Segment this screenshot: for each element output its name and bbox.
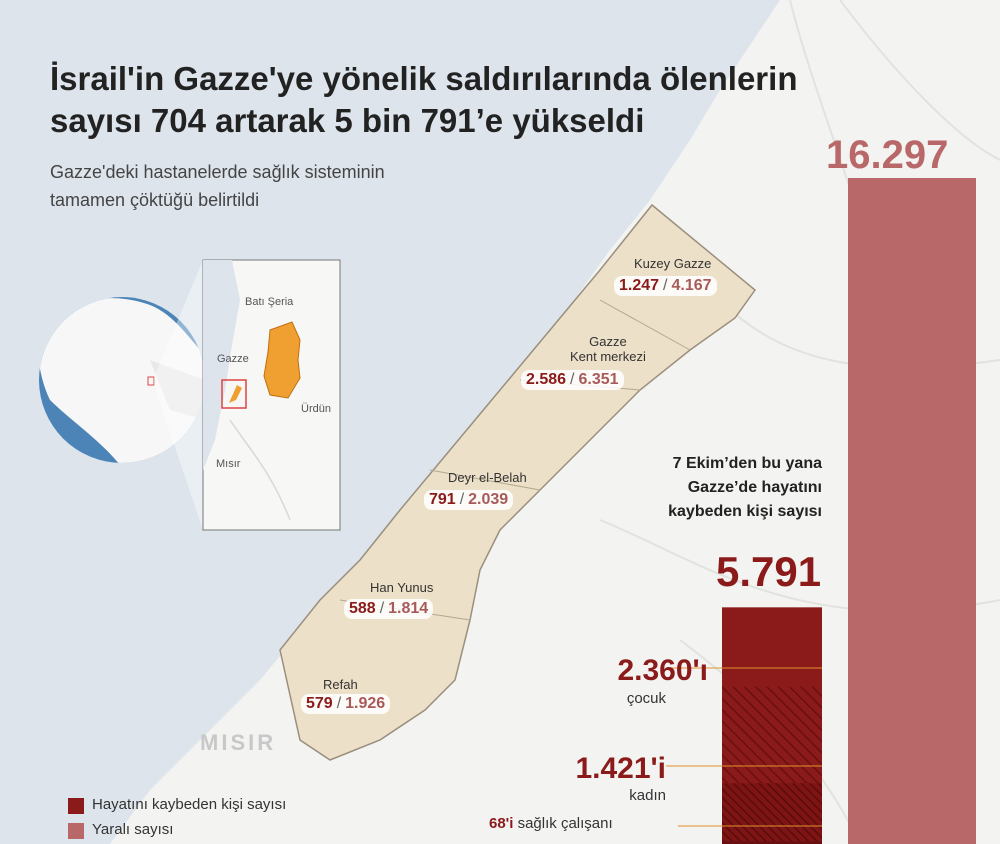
- title-line-2: sayısı 704 artarak 5 bin 791’e yükseldi: [50, 102, 645, 139]
- page-subtitle: Gazze'deki hastanelerde sağlık sistemini…: [50, 158, 385, 214]
- chart-bars: [666, 178, 976, 844]
- children-count: 2.360'ı: [617, 654, 708, 687]
- gaza-strip: [279, 203, 757, 761]
- subtitle-line-1: Gazze'deki hastanelerde sağlık sistemini…: [50, 162, 385, 182]
- region-label-refah: Refah: [323, 677, 358, 692]
- deaths-value: 791: [429, 491, 456, 508]
- health-workers: 68'i sağlık çalışanı: [489, 815, 613, 832]
- legend-swatch-injured: [68, 823, 84, 839]
- health-workers-count: 68'i: [489, 815, 514, 832]
- health-workers-label: sağlık çalışanı: [517, 815, 613, 832]
- women-count: 1.421'i: [575, 752, 666, 785]
- region-label-han-yunus: Han Yunus: [370, 580, 434, 595]
- bar-segment-health-workers: [722, 841, 822, 844]
- injured-total-value: 16.297: [826, 133, 949, 177]
- women-label: kadın: [629, 787, 666, 804]
- deaths-value: 1.247: [619, 277, 660, 294]
- gaza-mini-shape: [229, 385, 242, 403]
- bar-segment-children: [722, 686, 822, 784]
- region-label-gazze-kent: Gazze Kent merkezi: [570, 334, 646, 364]
- label-gaza-inset: Gazze: [217, 353, 249, 365]
- title-line-1: İsrail'in Gazze'ye yönelik saldırılarınd…: [50, 60, 798, 97]
- region-values-kuzey-gazze: 1.247/4.167: [614, 276, 717, 296]
- legend-label-deaths: Hayatını kaybeden kişi sayısı: [92, 796, 287, 813]
- label-egypt-inset: Mısır: [216, 458, 241, 470]
- injured-value: 4.167: [671, 277, 712, 294]
- children-label: çocuk: [626, 690, 666, 707]
- region-values-gazze-kent: 2.586/6.351: [521, 370, 624, 390]
- label-west-bank: Batı Şeria: [245, 296, 294, 308]
- deaths-value: 588: [349, 600, 376, 617]
- legend-swatch-deaths: [68, 798, 84, 814]
- inset-connector: [154, 260, 203, 530]
- injured-value: 1.926: [345, 695, 386, 712]
- injured-value: 6.351: [578, 371, 619, 388]
- label-egypt-main: MISIR: [200, 730, 277, 755]
- west-bank-shape: [263, 321, 301, 399]
- bar-segment-women: [722, 783, 822, 842]
- inset-map: [202, 259, 341, 531]
- bar-injured: [848, 178, 976, 844]
- globe: [39, 297, 205, 463]
- gaza-highlight-box: [221, 379, 247, 409]
- injured-value: 2.039: [468, 491, 509, 508]
- deaths-caption: 7 Ekim’den bu yana Gazze’de hayatını kay…: [668, 455, 822, 520]
- label-jordan: Ürdün: [301, 403, 331, 415]
- legend-label-injured: Yaralı sayısı: [92, 821, 174, 838]
- deaths-value: 2.586: [526, 371, 567, 388]
- deaths-total-value: 5.791: [716, 548, 822, 595]
- page-title: İsrail'in Gazze'ye yönelik saldırılarınd…: [50, 58, 797, 142]
- region-values-han-yunus: 588/1.814: [344, 599, 434, 619]
- subtitle-line-2: tamamen çöktüğü belirtildi: [50, 190, 260, 210]
- sea-area: [0, 0, 780, 844]
- region-values-refah: 579/1.926: [301, 694, 391, 714]
- deaths-value: 579: [306, 695, 333, 712]
- region-label-kuzey-gazze: Kuzey Gazze: [634, 256, 712, 271]
- region-label-deyr-el-belah: Deyr el-Belah: [448, 470, 527, 485]
- region-values-deyr-el-belah: 791/2.039: [424, 490, 514, 510]
- injured-value: 1.814: [388, 600, 429, 617]
